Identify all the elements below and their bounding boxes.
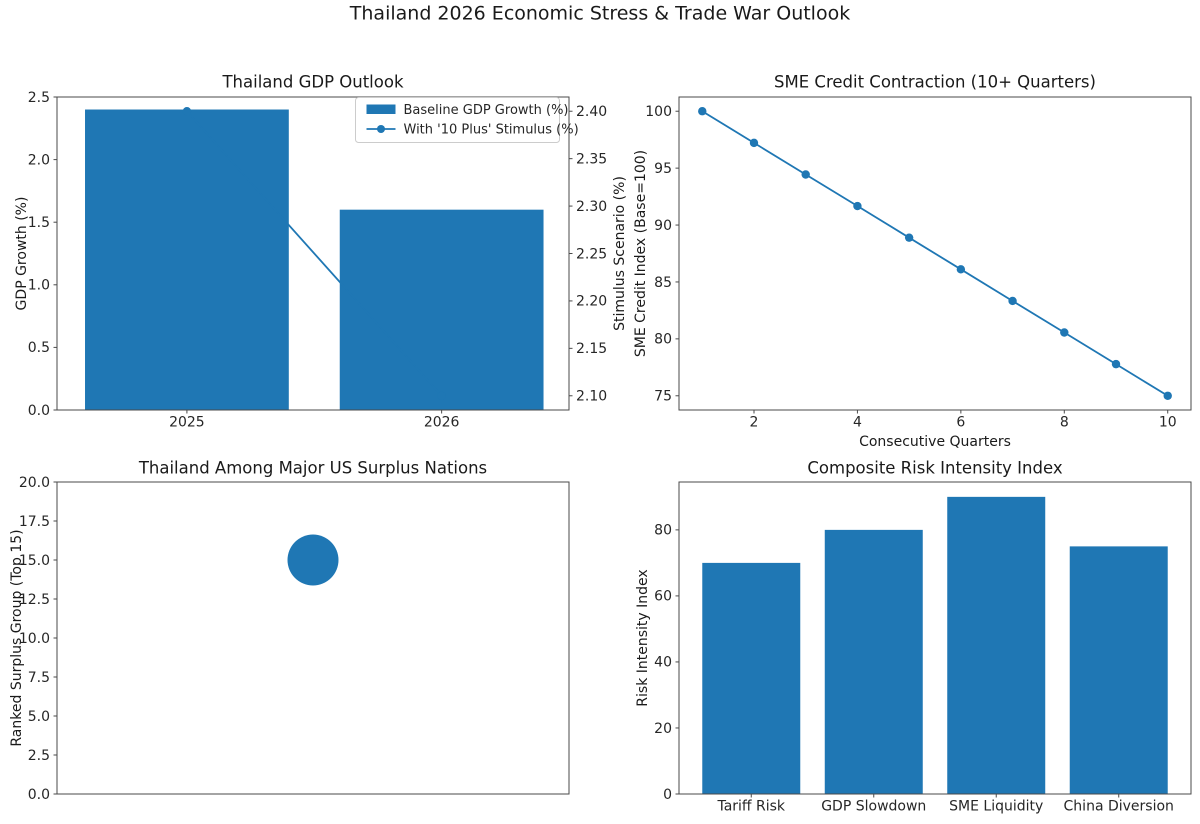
chart-risk-index: 0 20 40 60 80 Tariff Risk GDP Slowdown SME Liqu… — [635, 459, 1192, 815]
chart-risk-ylabel: Risk Intensity Index — [635, 569, 651, 706]
series-line — [186, 110, 443, 397]
risk-bars — [702, 496, 1168, 794]
y-tick-label: 7.5 — [28, 670, 50, 686]
gdp-line-series — [182, 107, 446, 400]
x-tick-label: 8 — [1060, 415, 1069, 431]
surplus-plot-area: 0.0 2.5 5.0 7.5 10.0 12.5 15.0 17.5 20.0 — [19, 475, 570, 803]
bar — [947, 496, 1046, 794]
y-tick-label-right: 2.20 — [576, 294, 607, 310]
series-marker — [182, 107, 192, 116]
y-tick-label: 20 — [654, 721, 672, 737]
y-tick-label: 40 — [654, 655, 672, 671]
legend-box — [355, 97, 560, 143]
y-tick-label: 0.0 — [28, 787, 50, 803]
sme-line-series — [698, 107, 1172, 400]
y-tick-label: 2.5 — [28, 90, 50, 106]
legend-marker-swatch — [377, 125, 385, 133]
y-tick-label-right: 2.25 — [576, 246, 607, 262]
y-tick-label: 95 — [654, 161, 672, 177]
y-tick-label: 75 — [654, 389, 672, 405]
chart-surplus-title: Thailand Among Major US Surplus Nations — [138, 459, 487, 478]
y-tick-label: 10.0 — [19, 631, 50, 647]
y-tick-label: 60 — [654, 589, 672, 605]
chart-risk-title: Composite Risk Intensity Index — [807, 459, 1062, 478]
series-marker — [853, 201, 862, 211]
chart-sme-xlabel: Consecutive Quarters — [859, 434, 1011, 450]
legend-label: With '10 Plus' Stimulus (%) — [404, 123, 579, 138]
chart-gdp-title: Thailand GDP Outlook — [221, 73, 403, 92]
bar — [1069, 546, 1168, 794]
y-tick-label: 2.0 — [28, 152, 50, 168]
series-marker — [1111, 359, 1121, 369]
chart-surplus-nations: 0.0 2.5 5.0 7.5 10.0 12.5 15.0 17.5 20.0 Thailan… — [9, 459, 570, 803]
bar — [824, 529, 923, 794]
y-tick-label: 100 — [645, 104, 672, 120]
risk-plot-area: 0 20 40 60 80 Tariff Risk GDP Slowdown SME Liqu… — [654, 481, 1192, 815]
axes-frame — [678, 96, 1192, 411]
y-tick-label: 5.0 — [28, 709, 50, 725]
x-tick-label: 2026 — [424, 415, 460, 431]
chart-surplus-ylabel: Ranked Surplus Group (Top 15) — [9, 529, 25, 746]
axes-frame — [678, 481, 1192, 795]
y-tick-label: 90 — [654, 218, 672, 234]
bar — [702, 562, 801, 794]
chart-gdp-ylabel: GDP Growth (%) — [14, 197, 30, 311]
legend-patch-swatch — [366, 104, 396, 114]
y-tick-label: 0.5 — [28, 340, 50, 356]
series-marker — [801, 170, 810, 179]
x-tick-label: Tariff Risk — [716, 799, 785, 815]
series-marker — [904, 233, 914, 242]
y-tick-label-right: 2.35 — [576, 151, 607, 167]
figure-suptitle: Thailand 2026 Economic Stress & Trade Wa… — [349, 3, 850, 25]
x-tick-label: SME Liquidity — [949, 799, 1043, 815]
y-tick-label: 1.5 — [28, 215, 50, 231]
y-tick-label: 85 — [654, 275, 672, 291]
series-marker — [956, 265, 966, 274]
chart-gdp-ylabel-right: Stimulus Scenario (%) — [612, 176, 628, 331]
y-tick-label-right: 2.30 — [576, 199, 607, 215]
y-tick-label: 80 — [654, 332, 672, 348]
legend-label: Baseline GDP Growth (%) — [404, 103, 569, 118]
x-tick-label: 2025 — [169, 415, 205, 431]
scatter-point — [287, 534, 339, 586]
y-tick-label-right: 2.10 — [576, 389, 607, 405]
x-tick-label: China Diversion — [1064, 799, 1174, 815]
x-tick-label: 4 — [853, 415, 862, 431]
chart-sme-credit: 75 80 85 90 95 100 2 4 6 8 10 SME Credit Contracti… — [633, 73, 1192, 450]
y-tick-label: 2.5 — [28, 748, 50, 764]
x-tick-label: 6 — [956, 415, 965, 431]
x-tick-label: 10 — [1159, 415, 1177, 431]
series-marker — [1008, 296, 1017, 306]
series-marker — [749, 138, 759, 148]
y-tick-label: 20.0 — [19, 475, 50, 491]
y-tick-label-right: 2.40 — [576, 104, 607, 120]
chart-gdp-outlook: 0.0 0.5 1.0 1.5 2.0 2.5 2.10 2.15 2.20 2.25 2.30 2.… — [14, 73, 628, 431]
series-marker — [437, 391, 446, 400]
bar — [339, 209, 544, 410]
series-line — [701, 110, 1169, 397]
y-tick-label: 12.5 — [19, 592, 50, 608]
series-marker — [1163, 391, 1172, 400]
chart-sme-title: SME Credit Contraction (10+ Quarters) — [774, 73, 1096, 92]
y-tick-label: 17.5 — [19, 514, 50, 530]
y-tick-label: 0.0 — [28, 403, 50, 419]
y-tick-label: 1.0 — [28, 278, 50, 294]
y-tick-label: 0 — [663, 787, 672, 803]
bar — [85, 109, 289, 411]
chart-sme-ylabel: SME Credit Index (Base=100) — [633, 150, 649, 357]
y-tick-label-right: 2.15 — [576, 341, 607, 357]
gdp-bars — [85, 109, 544, 411]
series-marker — [1060, 328, 1069, 337]
axes-frame — [56, 481, 570, 795]
series-marker — [698, 107, 707, 116]
y-tick-label: 15.0 — [19, 553, 50, 569]
legend: Baseline GDP Growth (%) With '10 Plus' St… — [355, 97, 579, 143]
x-tick-label: 2 — [750, 415, 759, 431]
sme-plot-area: 75 80 85 90 95 100 2 4 6 8 10 — [645, 96, 1192, 431]
gdp-plot-area: 0.0 0.5 1.0 1.5 2.0 2.5 2.10 2.15 2.20 2.25 2.30 2.… — [28, 90, 607, 431]
x-tick-label: GDP Slowdown — [821, 799, 926, 815]
y-tick-label: 80 — [654, 523, 672, 539]
